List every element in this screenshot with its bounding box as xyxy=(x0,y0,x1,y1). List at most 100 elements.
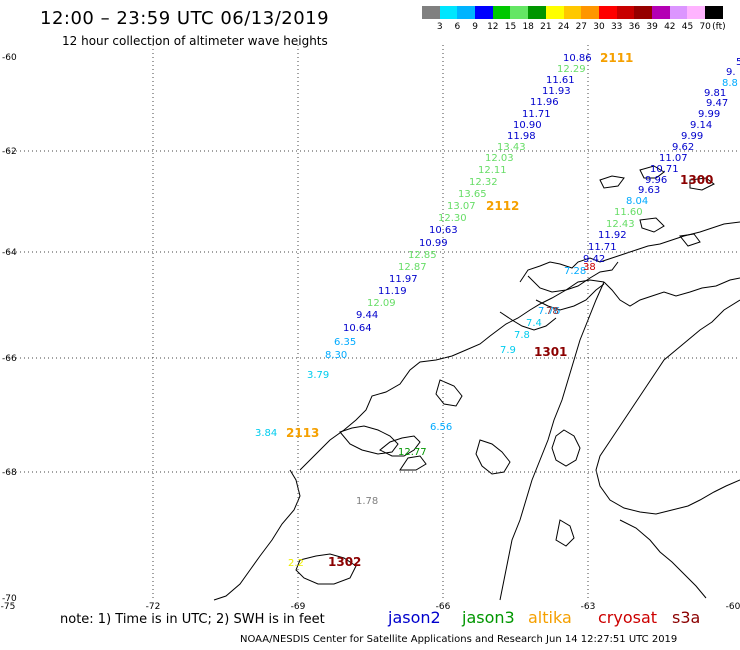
wave-height-value: 12.09 xyxy=(367,298,396,309)
wave-height-value: 12.85 xyxy=(408,250,437,261)
wave-height-value: 7.8 xyxy=(514,330,530,341)
wave-height-value: 11.61 xyxy=(546,75,575,86)
colorbar-swatch xyxy=(616,6,635,19)
colorbar-label: 24 xyxy=(557,22,570,32)
colorbar-label: 21 xyxy=(540,22,552,32)
colorbar-label: 30 xyxy=(593,22,605,32)
colorbar-label: 39 xyxy=(646,22,658,32)
x-tick-label: -72 xyxy=(146,602,161,612)
track-id-label: 2112 xyxy=(486,199,519,213)
wave-height-value: 11.71 xyxy=(522,109,551,120)
wave-height-value: 10.71 xyxy=(650,164,679,175)
wave-height-value: 12.30 xyxy=(438,213,467,224)
wave-height-value: 6.35 xyxy=(334,337,356,348)
wave-height-value: 11.07 xyxy=(659,153,688,164)
y-tick-label: -68 xyxy=(2,468,17,478)
wave-height-value: 9.99 xyxy=(681,131,703,142)
colorbar-label: 42 xyxy=(664,22,676,32)
x-tick-label: -75 xyxy=(1,602,16,612)
colorbar-label: 27 xyxy=(575,22,588,32)
satellite-legend-cryosat: cryosat xyxy=(598,608,658,627)
wave-height-value: 7.9 xyxy=(500,345,516,356)
satellite-legend-jason2: jason2 xyxy=(388,608,441,627)
wave-height-value: 9.63 xyxy=(638,185,660,196)
wave-height-value: 12.29 xyxy=(557,64,586,75)
coastlines xyxy=(213,165,740,601)
colorbar-label: 12 xyxy=(487,22,499,32)
wave-height-value: 12.11 xyxy=(478,165,507,176)
wave-height-value: 13.07 xyxy=(447,201,476,212)
wave-height-value: 8.04 xyxy=(626,196,648,207)
wave-height-value: 2.2 xyxy=(288,558,304,569)
wave-values: 10.8612.2911.6111.9311.9611.7110.9011.98… xyxy=(255,53,740,569)
wave-height-value: 7.28 xyxy=(564,266,586,277)
y-tick-label: -70 xyxy=(2,594,17,604)
credit-line: NOAA/NESDIS Center for Satellite Applica… xyxy=(240,634,678,645)
wave-height-value: 12.87 xyxy=(398,262,427,273)
colorbar-label: 3 xyxy=(436,22,443,32)
wave-height-value: 11.93 xyxy=(542,86,571,97)
wave-height-value: 12.77 xyxy=(398,447,427,458)
x-tick-label: -60 xyxy=(726,602,740,612)
colorbar-labels: 3 6 9 12 15 18 21 24 27 30 33 36 39 42 45 70 (ft) xyxy=(422,22,740,34)
colorbar-label: 45 xyxy=(681,22,694,32)
wave-height-value: 10.64 xyxy=(343,323,372,334)
colorbar-label: 15 xyxy=(504,22,517,32)
wave-height-value: 9.47 xyxy=(706,98,728,109)
wave-height-value: 9.96 xyxy=(645,175,667,186)
colorbar-swatch xyxy=(581,6,599,19)
map-subtitle: 12 hour collection of altimeter wave hei… xyxy=(62,34,328,48)
wave-height-value: 9.44 xyxy=(356,310,378,321)
wave-height-value: 8.30 xyxy=(325,350,347,361)
wave-height-value: 11.60 xyxy=(614,207,643,218)
wave-height-value: 3.79 xyxy=(307,370,329,381)
wave-height-value: 9.99 xyxy=(698,109,720,120)
x-tick-label: -69 xyxy=(291,602,306,612)
colorbar-swatch xyxy=(492,6,511,19)
colorbar-swatch xyxy=(528,6,546,19)
colorbar-swatch xyxy=(598,6,617,19)
colorbar-swatch xyxy=(651,6,670,19)
track-id-label: 1302 xyxy=(328,555,361,569)
wave-height-value: 9.62 xyxy=(672,142,694,153)
wave-height-value: 7.4 xyxy=(526,318,542,329)
colorbar-swatch xyxy=(705,6,723,19)
colorbar-swatch xyxy=(545,6,564,19)
footer-note: note: 1) Time is in UTC; 2) SWH is in fe… xyxy=(60,612,325,627)
colorbar-label: 9 xyxy=(472,22,478,32)
wave-height-value: 8.8 xyxy=(722,78,738,89)
wave-height-value: 3.84 xyxy=(255,428,277,439)
wave-height-value: 11.92 xyxy=(598,230,627,241)
wave-height-value: 9.81 xyxy=(704,88,726,99)
colorbar-swatch xyxy=(457,6,476,19)
wave-height-value: 9. xyxy=(726,67,736,78)
wave-height-value: 5 xyxy=(736,57,740,68)
colorbar-swatch xyxy=(422,6,440,19)
colorbar xyxy=(422,6,723,19)
wave-height-value: 1.78 xyxy=(356,496,378,507)
colorbar-label: 33 xyxy=(610,22,623,32)
colorbar-swatch xyxy=(510,6,529,19)
track-id-label: 2113 xyxy=(286,426,319,440)
wave-height-value: 6.56 xyxy=(430,422,452,433)
y-tick-label: -62 xyxy=(2,147,17,157)
y-tick-label: -64 xyxy=(2,248,17,258)
colorbar-label: 36 xyxy=(628,22,641,32)
colorbar-swatch xyxy=(634,6,652,19)
grid xyxy=(8,45,740,598)
colorbar-swatch xyxy=(475,6,493,19)
colorbar-label: 70 xyxy=(699,22,711,32)
colorbar-swatch xyxy=(669,6,688,19)
wave-height-value: 11.98 xyxy=(507,131,536,142)
satellite-legend-s3a: s3a xyxy=(672,608,701,627)
colorbar-label: 6 xyxy=(454,22,461,32)
track-id-label: 1300 xyxy=(680,173,713,187)
wave-height-value: 9.14 xyxy=(690,120,712,131)
wave-height-value: 11.71 xyxy=(588,242,617,253)
axis-labels: -75 -72 -69 -66 -63 -60 -60 -62 -64 -66 -68 -70 xyxy=(1,53,740,612)
colorbar-label: (ft) xyxy=(712,22,726,32)
wave-height-value: 10.90 xyxy=(513,120,542,131)
wave-height-value: 7.76 xyxy=(538,306,560,317)
wave-height-value: 12.03 xyxy=(485,153,514,164)
